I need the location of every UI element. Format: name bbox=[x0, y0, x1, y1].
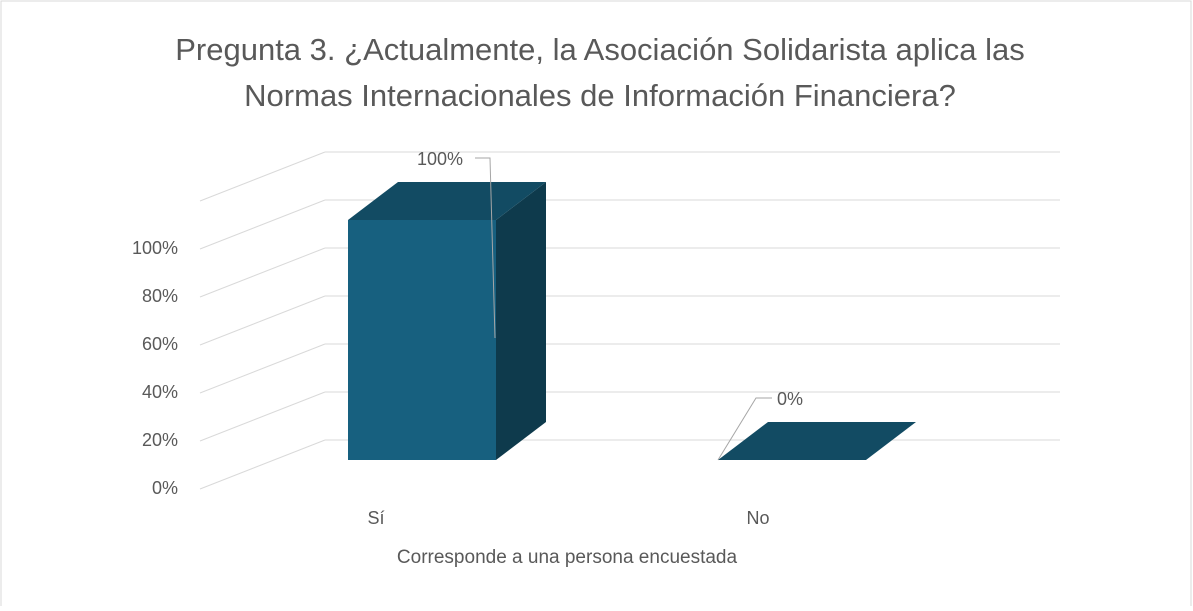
bar-side bbox=[496, 182, 546, 460]
y-tick-label: 0% bbox=[152, 478, 178, 498]
leader-line bbox=[717, 397, 772, 461]
grid-line bbox=[199, 247, 326, 298]
chart-title: Normas Internacionales de Información Fi… bbox=[244, 78, 956, 113]
y-tick-label: 20% bbox=[142, 430, 178, 450]
grid-line bbox=[199, 439, 326, 490]
bar bbox=[348, 220, 496, 460]
grid-line bbox=[199, 199, 326, 250]
y-tick-label: 40% bbox=[142, 382, 178, 402]
data-label: 0% bbox=[777, 389, 803, 409]
grid-line bbox=[199, 295, 326, 346]
data-label: 100% bbox=[417, 149, 463, 169]
y-tick-label: 80% bbox=[142, 286, 178, 306]
grid-line bbox=[199, 343, 326, 394]
x-axis-title: Corresponde a una persona encuestada bbox=[397, 547, 738, 568]
y-tick-label: 60% bbox=[142, 334, 178, 354]
x-tick-label: Sí bbox=[367, 508, 384, 528]
grid-line bbox=[199, 151, 326, 202]
chart-title: Pregunta 3. ¿Actualmente, la Asociación … bbox=[175, 32, 1025, 67]
bar-top bbox=[348, 182, 546, 220]
y-tick-label: 100% bbox=[132, 238, 178, 258]
leader-line bbox=[475, 157, 496, 339]
x-tick-label: No bbox=[746, 508, 769, 528]
grid-line bbox=[199, 391, 326, 442]
bar-top bbox=[718, 422, 916, 460]
